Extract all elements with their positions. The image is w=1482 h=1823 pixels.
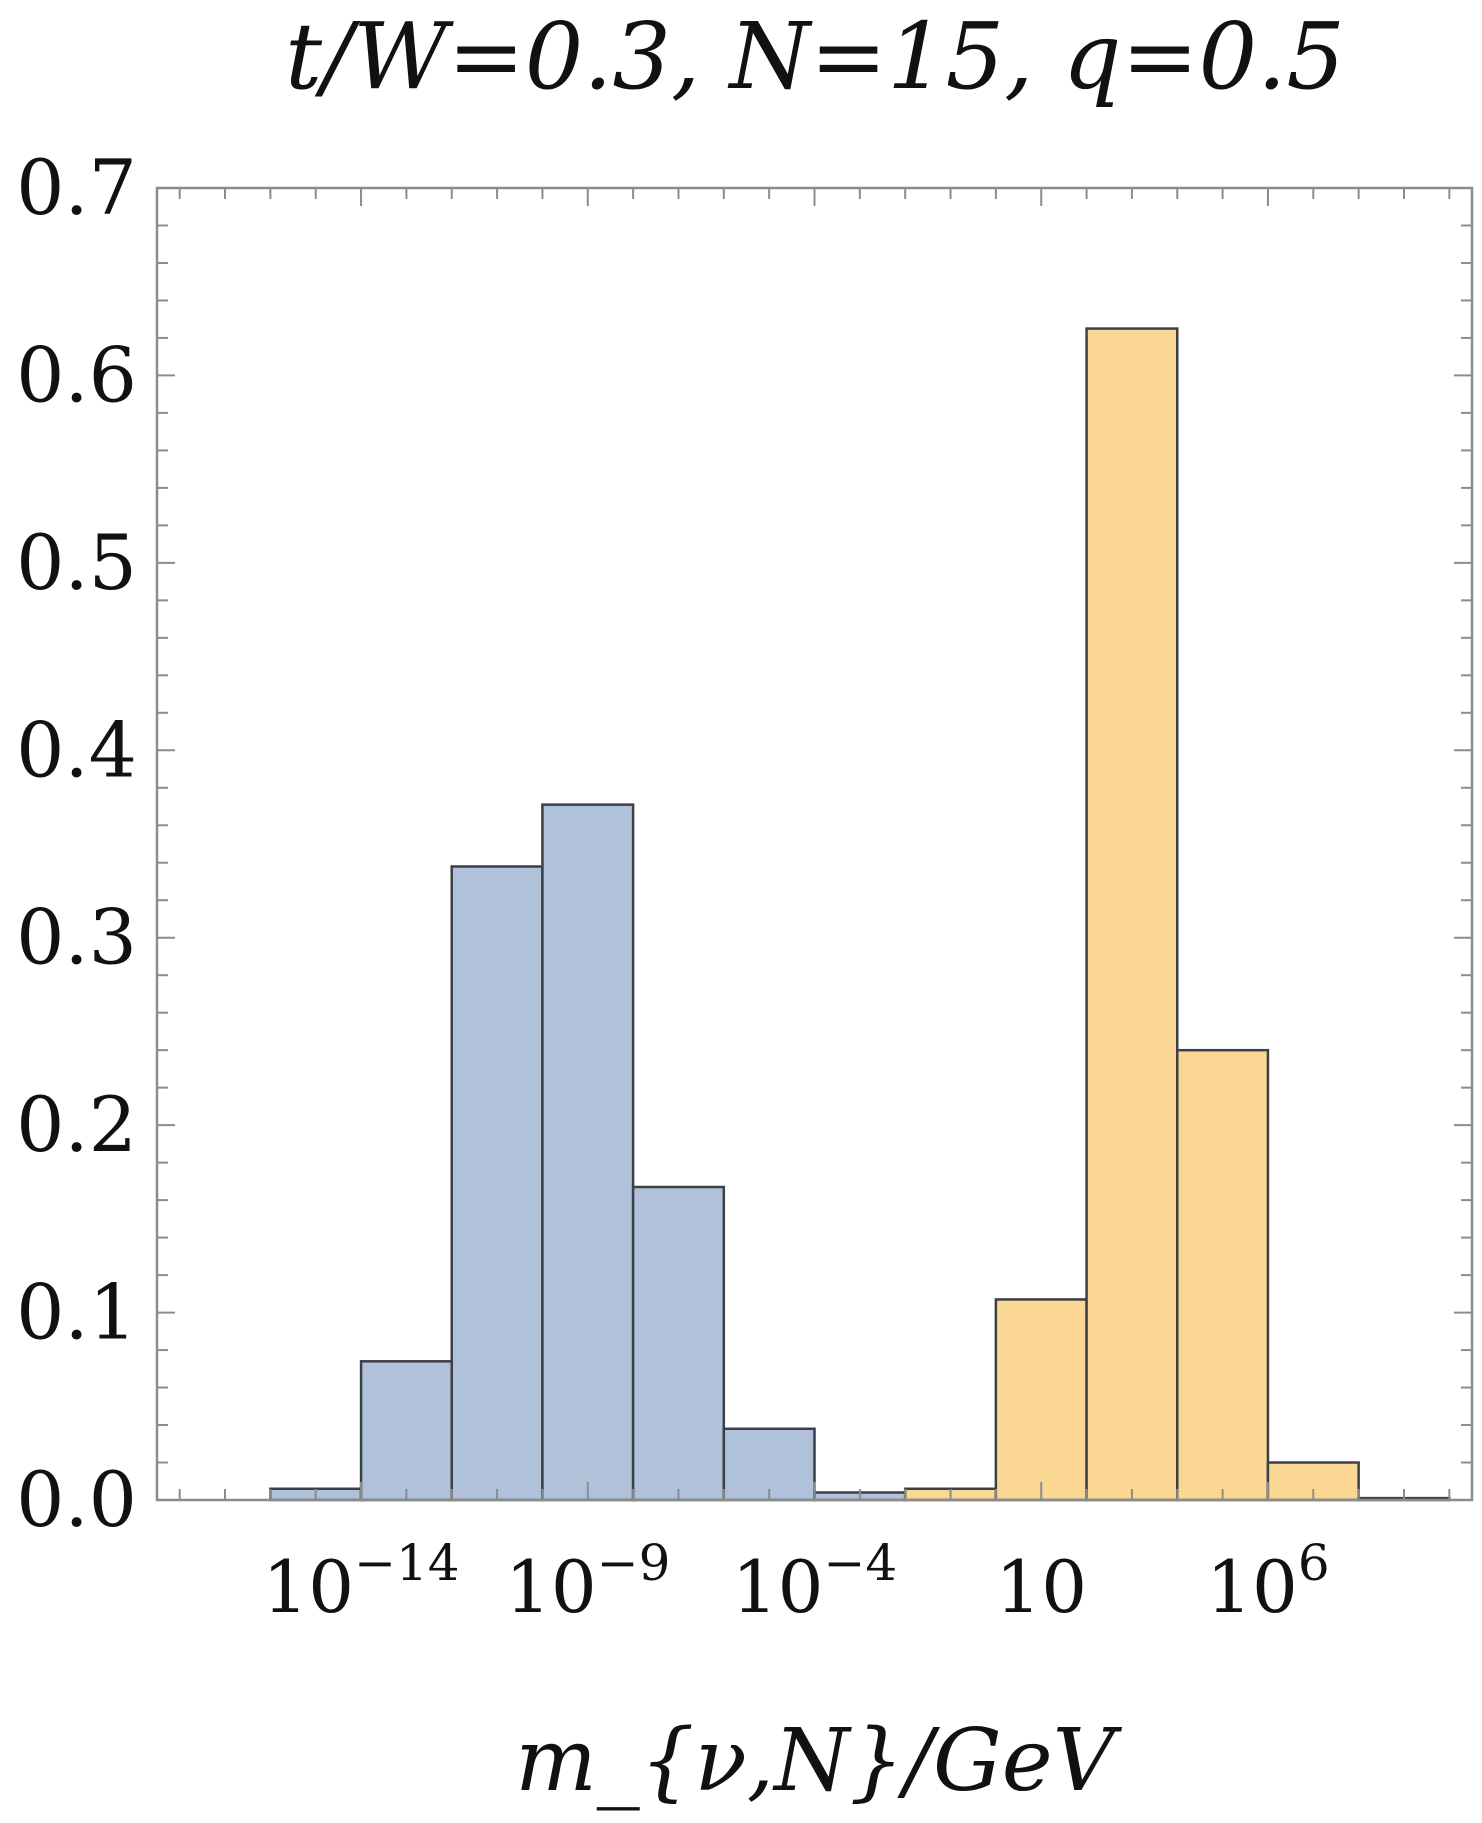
histogram-bar-series1-2 <box>359 1360 453 1502</box>
x-axis-label: m_{ν,N}/GeV <box>515 1711 1122 1811</box>
y-tick-label-1: 0.1 <box>16 1268 137 1357</box>
chart-title: t/W=0.3, N=15, q=0.5 <box>285 3 1345 110</box>
y-tick-label-4: 0.4 <box>16 705 137 794</box>
histogram-bar-series1-3 <box>450 865 544 1502</box>
y-tick-label-6: 0.6 <box>16 330 137 419</box>
histogram-bar-series2-3 <box>1085 327 1179 1502</box>
x-tick-label-2: 10−4 <box>732 1534 897 1629</box>
histogram-bar-series2-4 <box>1176 1048 1270 1502</box>
plot-frame <box>155 186 1474 1502</box>
y-tick-label-5: 0.5 <box>16 518 137 607</box>
histogram-bars <box>269 327 1451 1502</box>
histogram-bar-series1-6 <box>722 1427 816 1502</box>
x-tick-label-3: 10 <box>995 1545 1087 1629</box>
histogram-bar-series1-5 <box>631 1185 726 1502</box>
y-tick-label-2: 0.2 <box>16 1080 137 1169</box>
histogram-bar-series2-2 <box>994 1298 1088 1502</box>
histogram-bar-series1-4 <box>541 803 635 1502</box>
plot-frame-border <box>155 186 1474 1502</box>
y-axis-ticks: 0.0 0.1 0.2 0.3 0.4 0.5 0.6 0.7 <box>16 143 137 1544</box>
x-axis-ticks: 10−14 10−9 10−4 10 106 <box>262 1534 1329 1629</box>
x-tick-label-0: 10−14 <box>262 1534 459 1629</box>
chart-title-text: t/W=0.3, N=15, q=0.5 <box>285 3 1345 110</box>
y-tick-label-7: 0.7 <box>16 143 137 232</box>
y-tick-label-3: 0.3 <box>16 893 137 982</box>
x-tick-label-4: 106 <box>1206 1534 1329 1629</box>
y-tick-label-0: 0.0 <box>16 1455 137 1544</box>
x-tick-label-1: 10−9 <box>505 1534 670 1629</box>
